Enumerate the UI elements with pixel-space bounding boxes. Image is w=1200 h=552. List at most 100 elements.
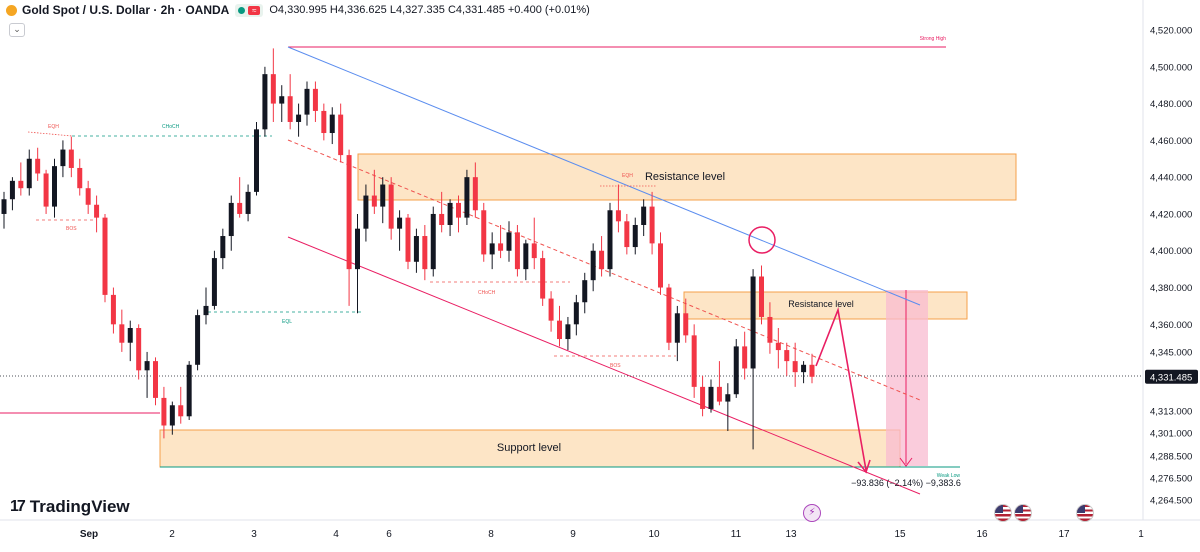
candle[interactable] xyxy=(254,129,259,192)
candle[interactable] xyxy=(540,258,546,299)
candle[interactable] xyxy=(186,364,192,417)
candle[interactable] xyxy=(237,202,243,214)
candle[interactable] xyxy=(371,195,377,207)
candle[interactable] xyxy=(658,243,663,288)
candle[interactable] xyxy=(683,313,689,336)
candle[interactable] xyxy=(102,217,108,295)
candle[interactable] xyxy=(742,346,748,369)
candle[interactable] xyxy=(615,210,621,222)
candle[interactable] xyxy=(153,361,158,398)
candle[interactable] xyxy=(35,158,41,174)
candle[interactable] xyxy=(506,232,512,251)
rejection-circle[interactable] xyxy=(748,226,776,254)
descending-trendline[interactable] xyxy=(287,46,921,306)
candle[interactable] xyxy=(464,177,470,218)
candle[interactable] xyxy=(94,204,100,218)
candle[interactable] xyxy=(716,386,722,402)
candle[interactable] xyxy=(666,287,672,343)
candle[interactable] xyxy=(456,202,461,218)
candle[interactable] xyxy=(60,149,66,167)
candle[interactable] xyxy=(1,199,7,214)
candle[interactable] xyxy=(178,405,184,417)
candle[interactable] xyxy=(346,155,352,270)
candle[interactable] xyxy=(582,280,588,303)
candle[interactable] xyxy=(161,397,167,426)
candle[interactable] xyxy=(439,213,445,225)
candle[interactable] xyxy=(26,158,32,189)
candle[interactable] xyxy=(523,243,529,270)
candle[interactable] xyxy=(649,206,655,244)
collapse-chevron-icon[interactable]: ⌄ xyxy=(9,23,25,37)
candle[interactable] xyxy=(304,88,310,115)
candle[interactable] xyxy=(700,386,706,409)
candle[interactable] xyxy=(312,88,318,111)
candle[interactable] xyxy=(413,236,419,262)
candle[interactable] xyxy=(489,243,495,255)
candle[interactable] xyxy=(750,276,756,369)
candle[interactable] xyxy=(624,221,630,248)
candle[interactable] xyxy=(767,316,773,343)
candle[interactable] xyxy=(355,228,360,270)
candle[interactable] xyxy=(110,294,116,325)
projection-box[interactable] xyxy=(886,290,928,466)
candle[interactable] xyxy=(119,324,125,343)
candle[interactable] xyxy=(397,217,403,229)
current-price-tag[interactable] xyxy=(1145,369,1198,384)
candle[interactable] xyxy=(599,250,605,270)
candle[interactable] xyxy=(733,346,739,395)
tradingview-logo[interactable]: 17 TradingView xyxy=(10,497,130,517)
candle[interactable] xyxy=(287,96,293,122)
candle[interactable] xyxy=(211,258,217,306)
candle[interactable] xyxy=(279,96,285,104)
bolt-icon[interactable]: ⚡ xyxy=(803,504,821,522)
candle[interactable] xyxy=(127,328,133,343)
candle[interactable] xyxy=(565,324,571,340)
candle[interactable] xyxy=(270,74,276,104)
candle[interactable] xyxy=(220,236,226,259)
candle[interactable] xyxy=(144,361,150,371)
candle[interactable] xyxy=(363,195,369,229)
candle[interactable] xyxy=(573,302,579,325)
candle[interactable] xyxy=(792,361,798,373)
time-axis[interactable]: Sep 2 3 4 6 8 9 10 11 13 15 16 17 1 xyxy=(80,529,1144,540)
candle[interactable] xyxy=(321,110,327,134)
us-flag-icon[interactable] xyxy=(1014,504,1032,522)
candle[interactable] xyxy=(548,298,554,321)
candle[interactable] xyxy=(329,114,335,134)
candle[interactable] xyxy=(136,328,142,371)
candle[interactable] xyxy=(405,217,411,262)
candle[interactable] xyxy=(447,202,453,225)
candle[interactable] xyxy=(195,315,201,365)
candle[interactable] xyxy=(68,149,74,168)
symbol-title[interactable]: Gold Spot / U.S. Dollar · 2h · OANDA xyxy=(22,3,230,17)
market-status-badge[interactable]: ≈ xyxy=(235,3,264,17)
candle[interactable] xyxy=(296,114,302,122)
channel-lower[interactable] xyxy=(287,236,921,495)
candle[interactable] xyxy=(632,224,638,248)
candle[interactable] xyxy=(674,313,680,343)
candle[interactable] xyxy=(801,364,807,373)
candle[interactable] xyxy=(759,276,764,317)
candle[interactable] xyxy=(262,74,268,130)
candle[interactable] xyxy=(557,320,562,340)
candle[interactable] xyxy=(481,210,487,255)
forecast-path[interactable] xyxy=(815,307,867,471)
candle[interactable] xyxy=(498,243,504,251)
candle[interactable] xyxy=(52,166,57,207)
candle[interactable] xyxy=(430,213,436,270)
candle[interactable] xyxy=(725,394,731,402)
candle[interactable] xyxy=(590,250,596,281)
price-axis[interactable]: 4,520.000 4,500.000 4,480.000 4,460.000 4,44… xyxy=(1145,26,1198,507)
candle[interactable] xyxy=(472,177,478,211)
candle[interactable] xyxy=(85,188,91,205)
candle[interactable] xyxy=(43,173,49,207)
candle[interactable] xyxy=(245,191,251,214)
candle[interactable] xyxy=(228,202,234,237)
candle[interactable] xyxy=(784,350,790,362)
candle[interactable] xyxy=(708,386,714,409)
candle[interactable] xyxy=(388,184,394,229)
candle[interactable] xyxy=(77,167,83,189)
candle[interactable] xyxy=(691,335,697,387)
candle[interactable] xyxy=(380,184,386,207)
